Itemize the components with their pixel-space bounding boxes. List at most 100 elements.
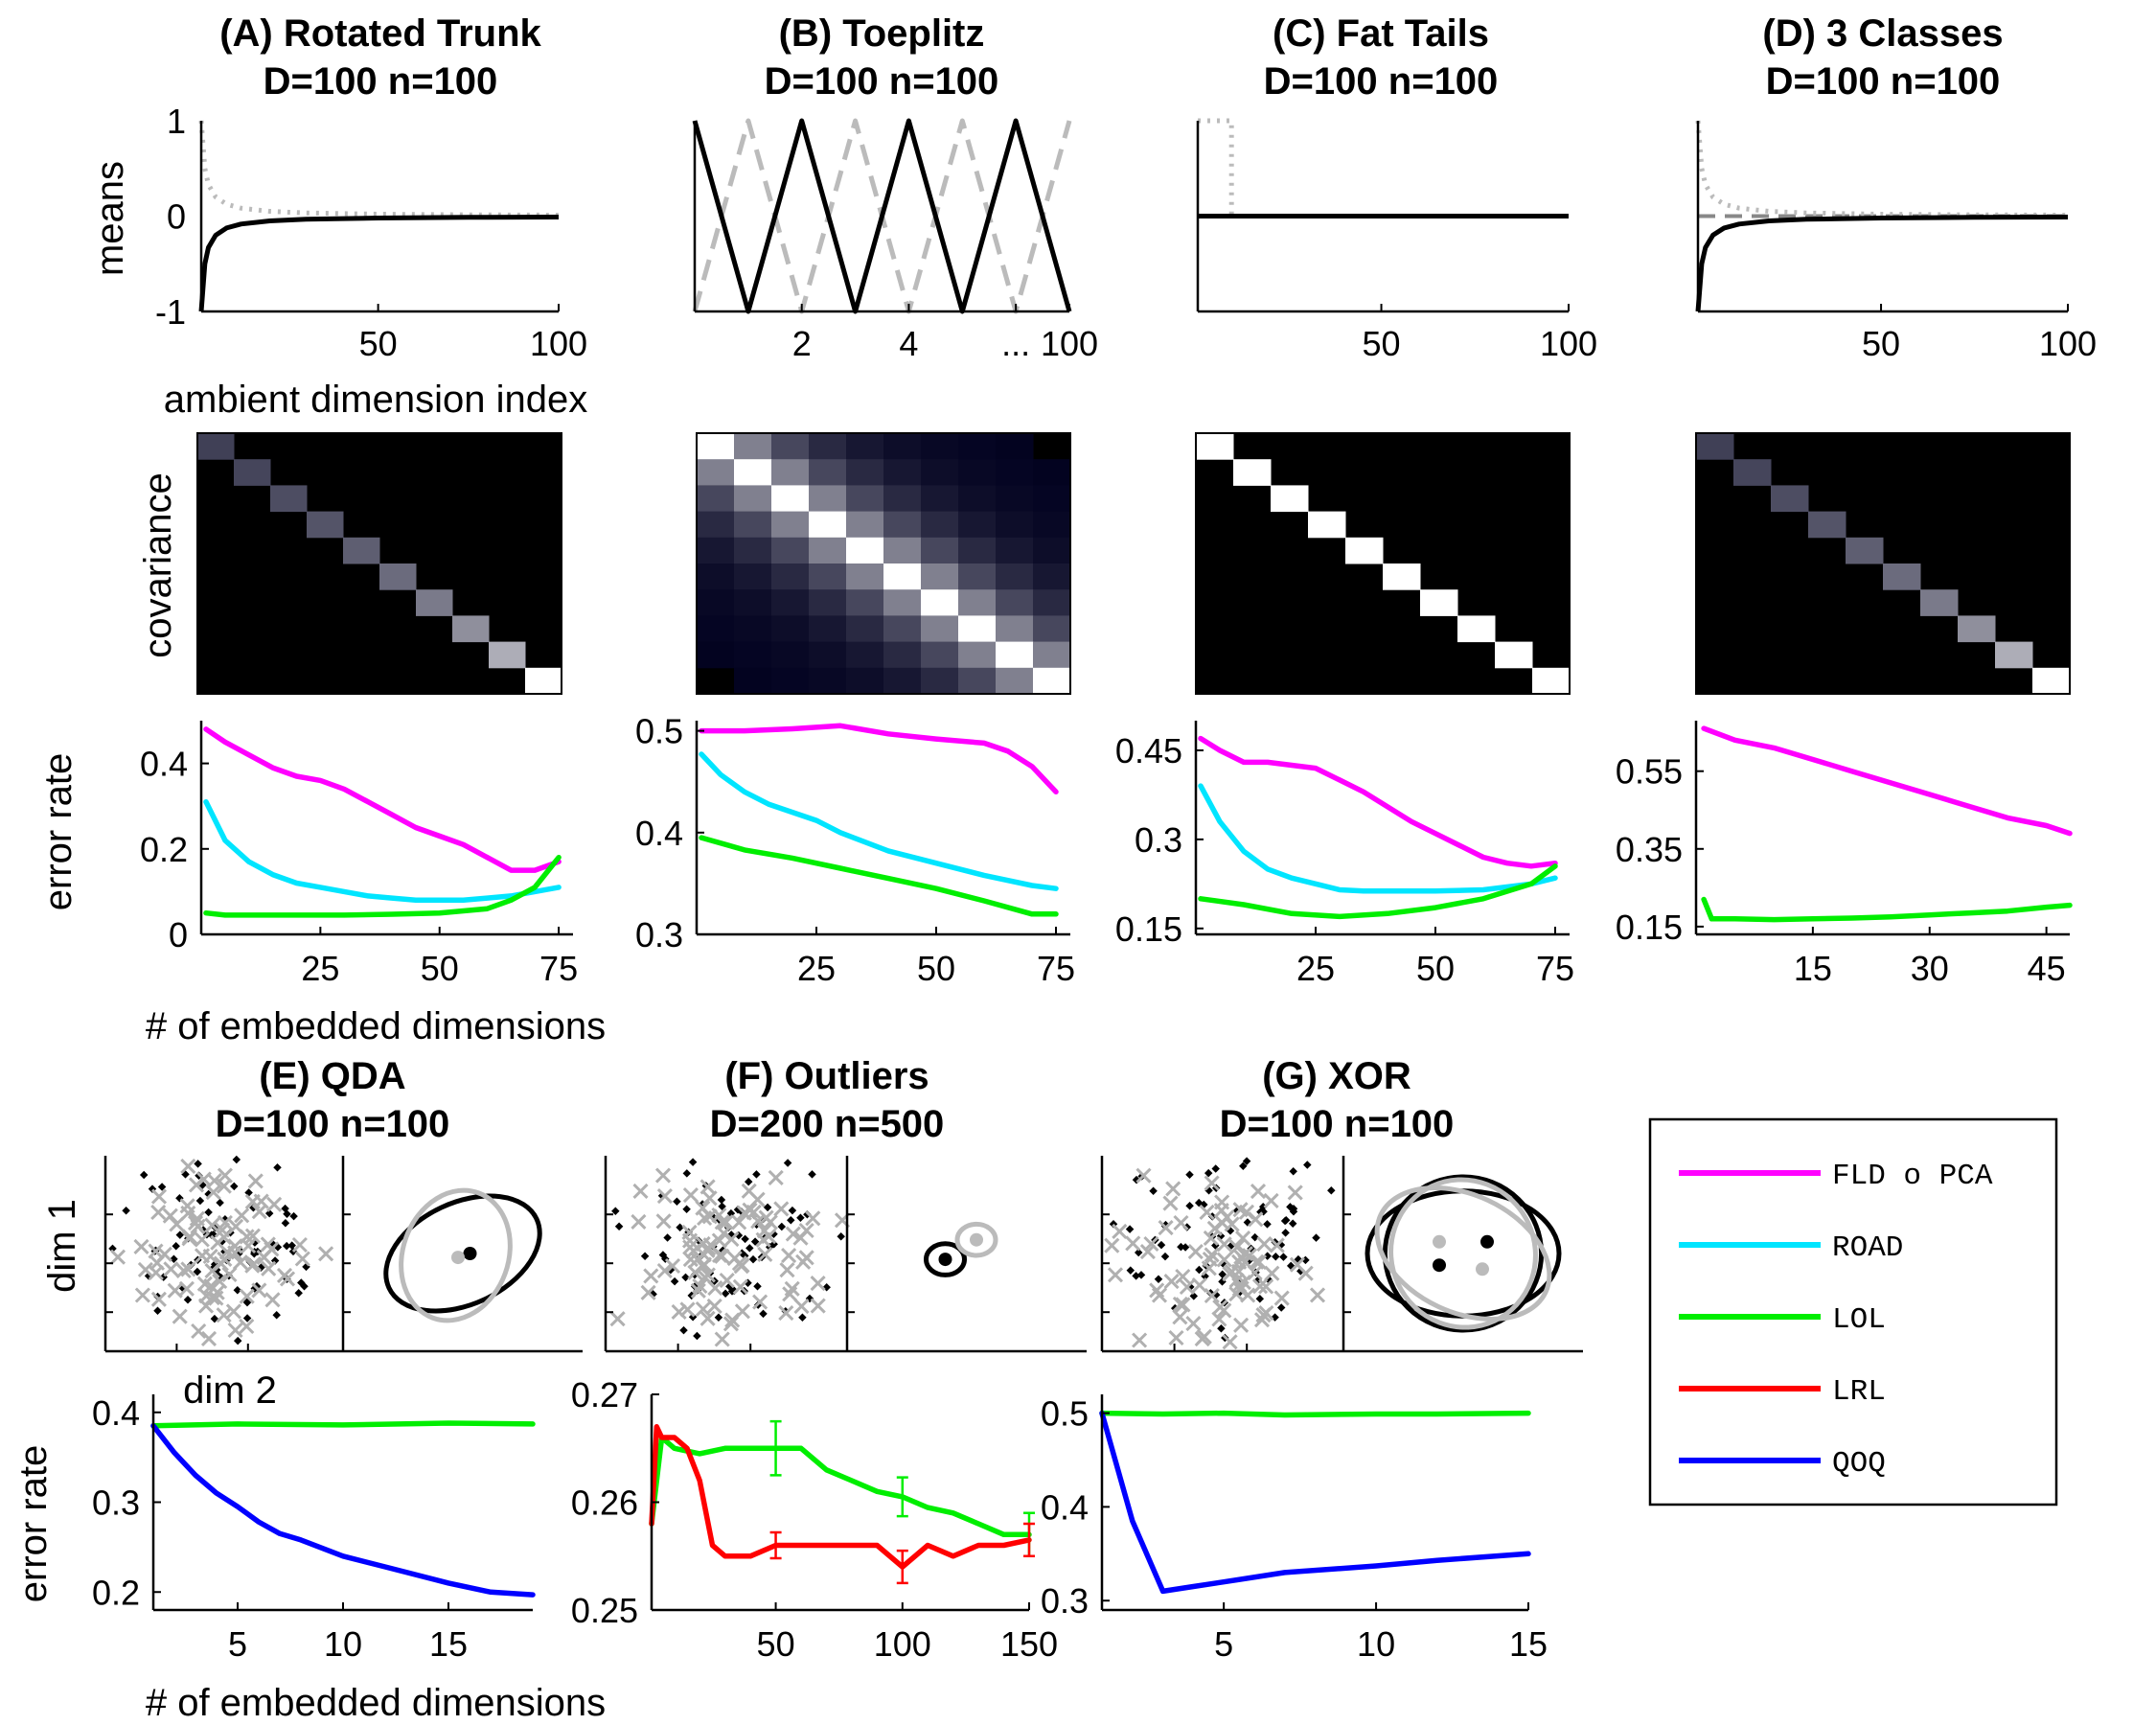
F-error-y-tick-label: 0.27	[571, 1375, 638, 1414]
A-means-plot: 50 100 1 0 -1	[155, 102, 587, 363]
scatter-point-class2	[731, 1214, 747, 1230]
B-cov-cell	[697, 511, 735, 539]
embedded-label-bottom: # of embedded dimensions	[146, 1682, 606, 1724]
B-cov-cell	[1033, 485, 1071, 513]
A-error-x-tick-label: 50	[421, 949, 459, 988]
scatter-point-class1	[216, 1198, 224, 1208]
scatter-point-class1	[1280, 1216, 1290, 1226]
scatter-point-class1	[679, 1325, 688, 1335]
B-cov-cell	[883, 641, 922, 669]
scatter-point-class1	[682, 1205, 691, 1214]
scatter-point-class1	[614, 1222, 624, 1231]
B-cov-cell	[771, 667, 810, 695]
C-cov-cell	[1196, 433, 1234, 460]
E-error-y-tick-label: 0.4	[92, 1393, 140, 1433]
scatter-point-class2	[631, 1213, 647, 1230]
scatter-point-class1	[611, 1207, 620, 1216]
B-cov-cell	[846, 589, 884, 616]
dim2-label: dim 2	[183, 1369, 277, 1412]
A-means-y-tick-label: 1	[167, 102, 186, 141]
A-cov-cell	[379, 564, 417, 590]
scatter-point-class2	[109, 1249, 126, 1265]
scatter-point-class2	[654, 1167, 672, 1184]
scatter-point-class2	[1237, 1254, 1253, 1270]
scatter-point-class2	[1258, 1305, 1274, 1322]
panel-title-A-line1: (A) Rotated Trunk	[219, 12, 541, 55]
scatter-point-class1	[759, 1309, 768, 1319]
B-cov-cell	[996, 564, 1034, 590]
scatter-point-class1	[798, 1313, 807, 1322]
scatter-point-class1	[283, 1209, 291, 1219]
scatter-point-class2	[1228, 1286, 1245, 1302]
A-means-x-tick-label: 100	[530, 324, 587, 363]
B-cov-cell	[846, 615, 884, 643]
B-error-plot: 25 50 75 0.3 0.4 0.5	[635, 712, 1075, 988]
scatter-point-class1	[763, 1203, 772, 1212]
scatter-point-class2	[266, 1196, 283, 1212]
scatter-point-class2	[1224, 1216, 1240, 1232]
C-error-y-tick-label: 0.15	[1115, 909, 1182, 949]
D-cov-frame	[1695, 432, 2071, 695]
B-cov-cell	[809, 641, 847, 669]
B-cov-cell	[846, 537, 884, 564]
A-error-plot: 25 50 75 0 0.2 0.4	[140, 721, 578, 988]
B-cov-cell	[883, 589, 922, 616]
B-cov-cell	[697, 589, 735, 616]
B-cov-cell	[809, 485, 847, 513]
C-means-x-tick-label: 50	[1363, 324, 1401, 363]
scatter-point-class2	[640, 1284, 656, 1300]
B-cov-cell	[734, 667, 772, 695]
B-cov-cell	[846, 667, 884, 695]
scatter-point-class2	[1216, 1236, 1232, 1253]
B-cov-cell	[809, 564, 847, 590]
C-cov-cell	[1308, 511, 1346, 539]
D-means-x-tick-label: 100	[2039, 324, 2097, 363]
scatter-point-class1	[837, 1231, 845, 1241]
B-means-x-tick-label: 4	[899, 324, 918, 363]
B-cov-cell	[921, 485, 959, 513]
scatter-point-class1	[714, 1313, 723, 1322]
C-means-plot: 50 100	[1196, 118, 1597, 363]
scatter-point-class1	[1327, 1185, 1336, 1195]
B-means-x-tick-label: 2	[792, 324, 812, 363]
scatter-point-class1	[752, 1170, 761, 1179]
scatter-point-class2	[1165, 1181, 1181, 1197]
scatter-point-class1	[1160, 1252, 1170, 1261]
scatter-point-class2	[213, 1255, 229, 1272]
scatter-point-class2	[181, 1229, 198, 1245]
scatter-point-class1	[808, 1170, 816, 1179]
B-cov-cell	[809, 615, 847, 643]
scatter-point-class2	[137, 1261, 153, 1277]
scatter-point-class1	[1276, 1303, 1286, 1312]
panel-title-D-line1: (D) 3 Classes	[1762, 12, 2003, 55]
scatter-point-class2	[1175, 1268, 1191, 1285]
B-cov-cell	[734, 641, 772, 669]
scatter-point-class2	[227, 1238, 243, 1254]
C-cov-cell	[1271, 485, 1309, 513]
scatter-point-class1	[777, 1222, 787, 1231]
scatter-point-class2	[700, 1310, 716, 1326]
B-error-y-tick-label: 0.4	[635, 814, 683, 853]
B-cov-cell	[921, 615, 959, 643]
legend-label: ROAD	[1832, 1231, 1903, 1265]
legend-item-fld-o-pca: FLD o PCA	[1679, 1160, 1993, 1193]
class-ellipse	[1374, 1185, 1552, 1322]
panel-title-A-line2: D=100 n=100	[264, 60, 498, 103]
scatter-point-class2	[716, 1225, 732, 1242]
B-cov-cell	[697, 433, 735, 460]
scatter-point-class2	[643, 1268, 659, 1284]
panel-title-B-line1: (B) Toeplitz	[779, 12, 985, 55]
scatter-point-class1	[753, 1282, 762, 1291]
scatter-point-class2	[1191, 1276, 1207, 1294]
B-cov-cell	[809, 511, 847, 539]
E-error-x-tick-label: 5	[228, 1624, 247, 1664]
scatter-point-class2	[768, 1169, 784, 1185]
C-means-x-tick-label: 100	[1540, 324, 1597, 363]
scatter-point-class2	[781, 1248, 797, 1264]
scatter-point-class1	[682, 1169, 692, 1178]
scatter-panel-E	[103, 1155, 583, 1353]
scatter-point-class2	[632, 1183, 649, 1199]
means-panels: 50 100 1 0 -1 2 4... 100 50 100 50 100	[155, 102, 2097, 363]
scatter-point-class1	[1217, 1323, 1226, 1333]
scatter-point-class2	[294, 1251, 310, 1267]
